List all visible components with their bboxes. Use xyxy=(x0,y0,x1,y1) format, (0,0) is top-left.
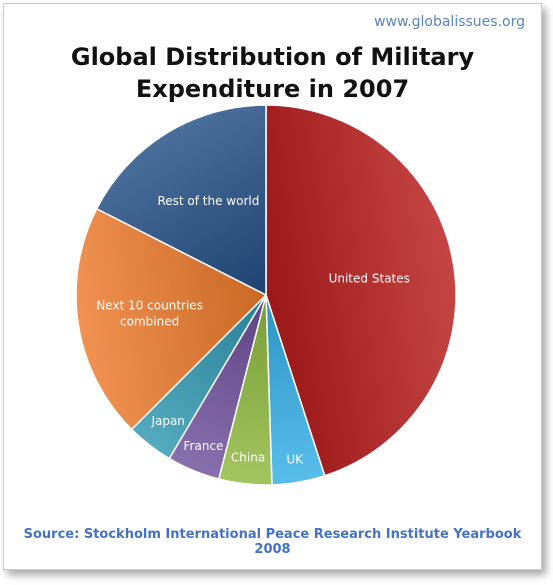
pie-slice-next-10-countries-combined xyxy=(75,207,268,431)
slice-label-line: Rest of the world xyxy=(157,194,259,208)
site-url[interactable]: www.globalissues.org xyxy=(374,14,525,30)
slice-label-line: France xyxy=(184,439,224,453)
slice-label-china: China xyxy=(231,450,265,464)
slice-label-line: UK xyxy=(286,453,304,467)
slice-label-france: France xyxy=(184,439,224,453)
slice-label-line: Next 10 countries xyxy=(96,298,203,312)
source-note: Source: Stockholm International Peace Re… xyxy=(23,527,522,557)
pie-slice-united-states xyxy=(265,104,457,477)
slice-label-japan: Japan xyxy=(150,414,184,428)
slice-label-line: combined xyxy=(120,314,179,328)
slice-label-next-10-countries-combined: Next 10 countries combined xyxy=(96,298,203,328)
chart-title-line-1: Global Distribution of Military xyxy=(70,43,475,71)
slice-label-line: Japan xyxy=(150,414,184,428)
chart-title-line-2: Expenditure in 2007 xyxy=(135,75,410,103)
slice-label-line: China xyxy=(231,450,265,464)
pie-slice-rest-of-the-world xyxy=(95,104,267,297)
chart-title: Global Distribution of Military Expendit… xyxy=(4,41,541,105)
slice-label-uk: UK xyxy=(286,453,304,467)
slice-label-rest-of-the-world: Rest of the world xyxy=(157,194,259,208)
slice-label-united-states: United States xyxy=(329,272,410,286)
chart-card: www.globalissues.org Global Distribution… xyxy=(3,3,542,570)
slice-label-line: United States xyxy=(329,272,410,286)
